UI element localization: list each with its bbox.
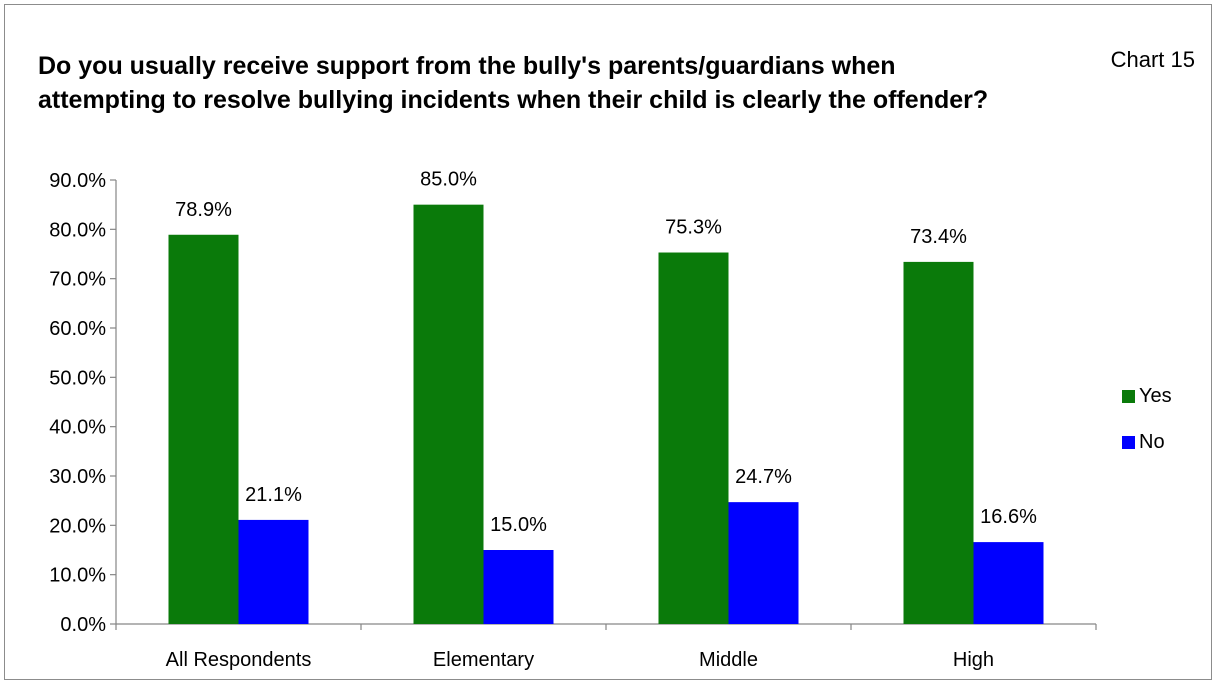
data-label: 21.1% — [245, 484, 302, 506]
y-tick-label: 0.0% — [60, 614, 106, 636]
y-tick-label: 30.0% — [49, 466, 106, 488]
x-category-label: All Respondents — [166, 649, 312, 671]
data-label: 78.9% — [175, 199, 232, 221]
y-tick-label: 60.0% — [49, 318, 106, 340]
legend-item-yes: Yes — [1122, 384, 1172, 408]
y-tick-label: 80.0% — [49, 219, 106, 241]
x-category-label: Elementary — [433, 649, 534, 671]
y-tick-label: 10.0% — [49, 565, 106, 587]
bar-no-all-respondents — [238, 519, 309, 624]
bar-no-high — [973, 542, 1044, 624]
y-tick-label: 50.0% — [49, 367, 106, 389]
data-label: 16.6% — [980, 506, 1037, 528]
bar-no-elementary — [483, 550, 554, 624]
data-label: 73.4% — [910, 226, 967, 248]
legend-item-no: No — [1122, 430, 1172, 454]
chart-number-label: Chart 15 — [1110, 47, 1195, 72]
data-label: 15.0% — [490, 514, 547, 536]
bar-yes-high — [903, 261, 974, 624]
y-tick-label: 40.0% — [49, 417, 106, 439]
y-tick-label: 90.0% — [49, 170, 106, 192]
legend-swatch-no — [1122, 435, 1135, 449]
legend-label-yes: Yes — [1139, 384, 1172, 407]
y-tick-label: 70.0% — [49, 269, 106, 291]
data-label: 24.7% — [735, 466, 792, 488]
chart-title: Do you usually receive support from the … — [38, 52, 989, 114]
y-tick-label: 20.0% — [49, 515, 106, 537]
bar-no-middle — [728, 502, 799, 624]
legend-swatch-yes — [1122, 389, 1135, 403]
data-label: 75.3% — [665, 217, 722, 239]
x-category-label: Middle — [699, 649, 758, 671]
legend: Yes No — [1122, 384, 1172, 476]
bar-yes-elementary — [413, 204, 484, 624]
bar-yes-middle — [658, 252, 729, 624]
bar-yes-all-respondents — [168, 234, 239, 624]
data-label: 85.0% — [420, 169, 477, 191]
legend-label-no: No — [1139, 430, 1165, 453]
x-category-label: High — [953, 649, 994, 671]
